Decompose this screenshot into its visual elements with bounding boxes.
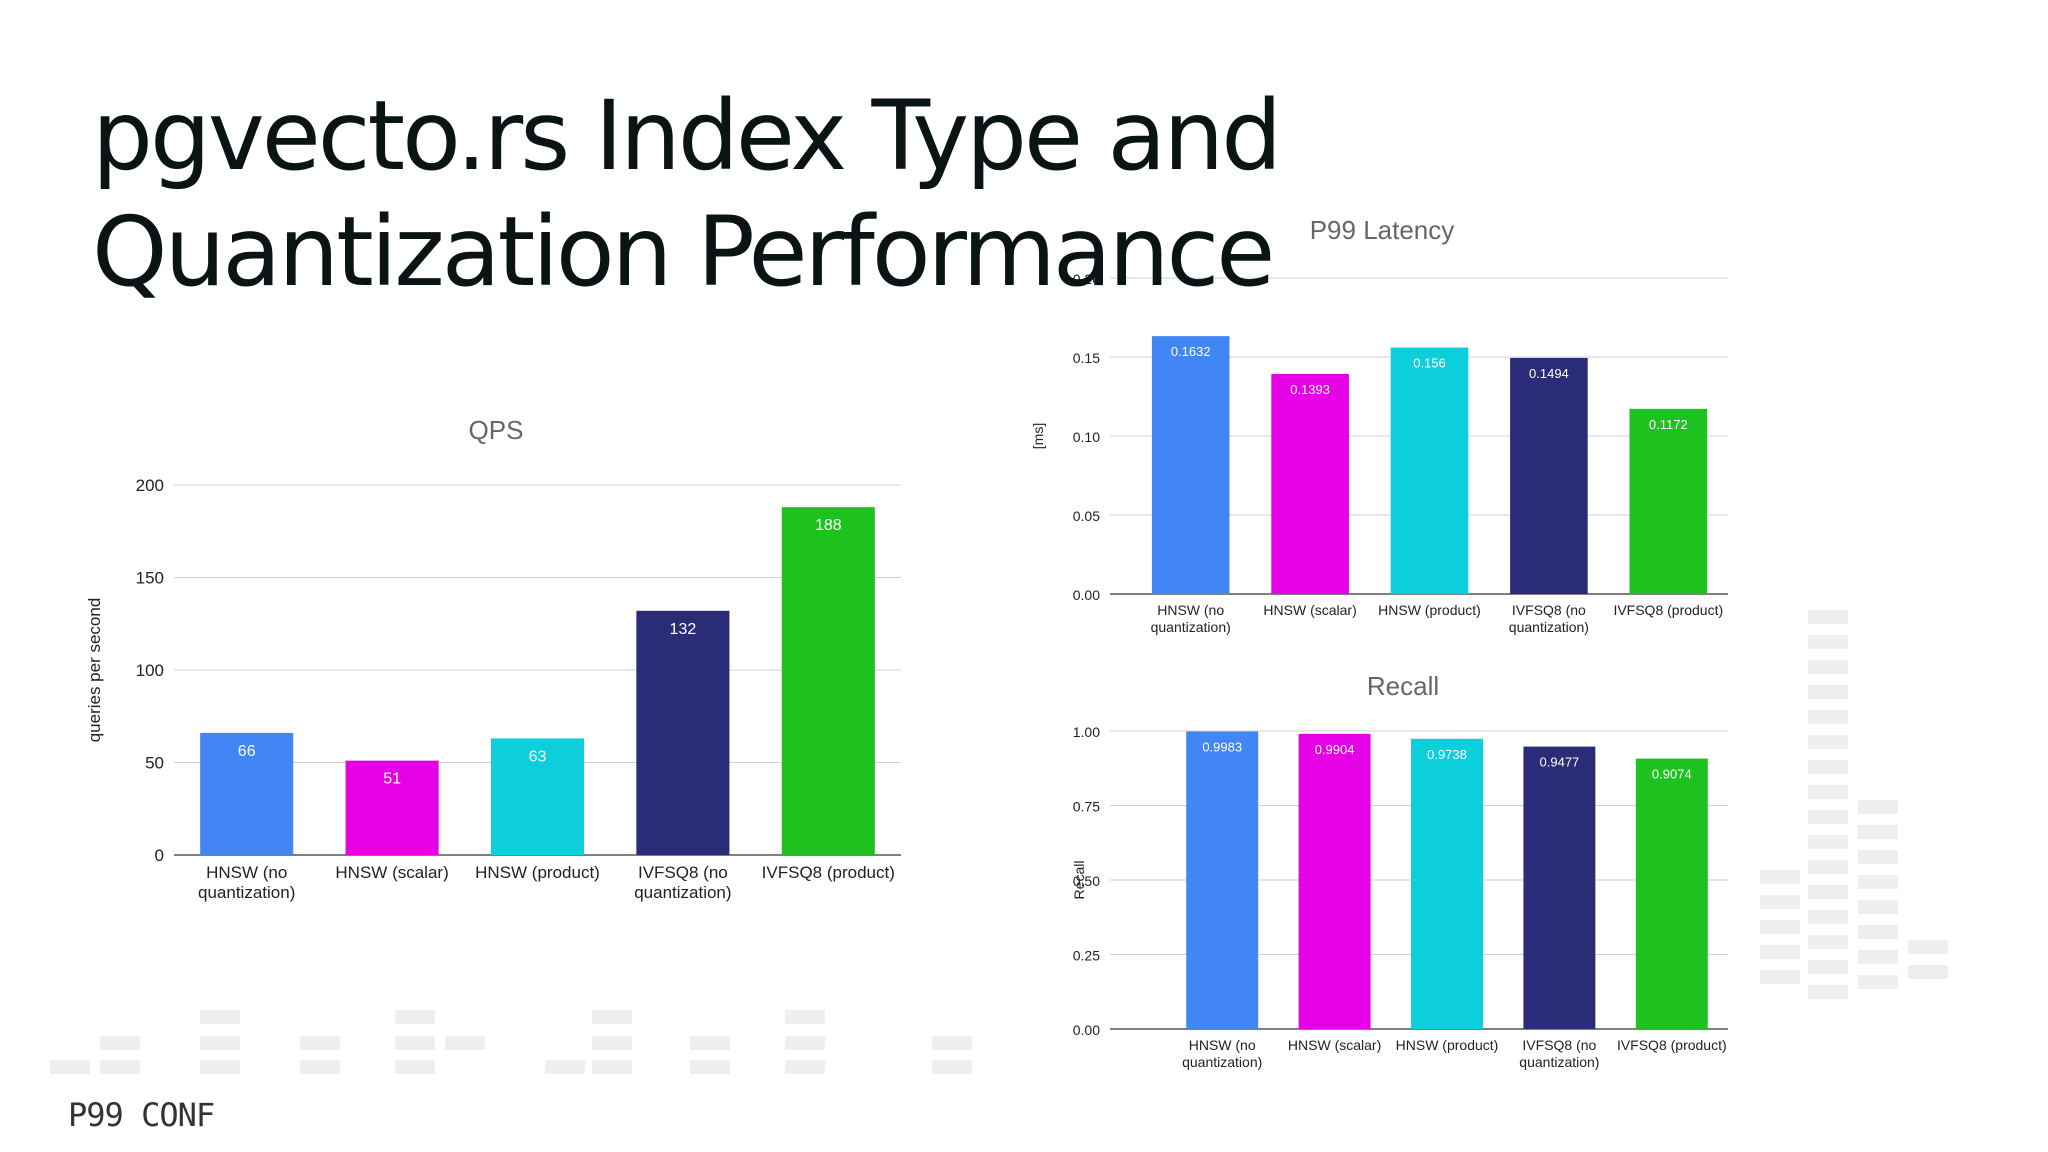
y-tick-label: 50 [145, 754, 164, 773]
data-label: 0.9074 [1652, 767, 1692, 782]
y-tick-label: 100 [136, 661, 164, 680]
data-label: 0.1393 [1290, 382, 1330, 397]
x-tick-label: HNSW (product) [1395, 1037, 1499, 1053]
y-tick-label: 1.00 [1073, 724, 1100, 740]
y-tick-label: 0.10 [1073, 429, 1100, 445]
bar [345, 760, 439, 855]
x-tick-label: IVFSQ8 (no quantization) [1519, 1037, 1600, 1070]
x-tick-label: HNSW (scalar) [1287, 1037, 1382, 1053]
data-label: 0.9738 [1427, 747, 1467, 762]
bar [1390, 347, 1469, 594]
x-tick-label: HNSW (no quantization) [1150, 602, 1231, 635]
bar [1186, 731, 1259, 1029]
y-tick-label: 0.00 [1073, 1022, 1100, 1038]
decoration [50, 610, 1948, 1074]
y-tick-label: 150 [136, 569, 164, 588]
bar [1523, 746, 1596, 1029]
data-label: 66 [238, 743, 256, 760]
slide-title: pgvecto.rs Index Type and Quantization P… [92, 80, 1282, 308]
data-label: 0.156 [1413, 356, 1446, 371]
chart-title: P99 Latency [1310, 215, 1455, 245]
y-tick-label: 0.75 [1073, 799, 1100, 815]
x-tick-label: HNSW (scalar) [1263, 602, 1357, 618]
bar [1271, 373, 1349, 594]
x-tick-label: IVFSQ8 (product) [1616, 1037, 1727, 1053]
bar [490, 738, 585, 855]
y-axis-label: queries per second [85, 598, 104, 743]
data-label: 0.1172 [1649, 417, 1688, 432]
data-label: 188 [815, 517, 842, 534]
chart-title: QPS [469, 415, 524, 445]
y-tick-label: 0.15 [1073, 350, 1100, 366]
data-label: 0.9477 [1540, 755, 1580, 770]
chart-title: Recall [1367, 671, 1439, 701]
y-tick-label: 0.00 [1073, 587, 1100, 603]
bar [636, 610, 730, 855]
x-tick-label: IVFSQ8 (no quantization) [1508, 602, 1589, 635]
data-label: 0.9983 [1202, 740, 1242, 755]
bar [1151, 336, 1230, 594]
x-tick-label: HNSW (product) [1378, 602, 1481, 618]
x-tick-label: HNSW (scalar) [335, 863, 449, 882]
bar [1298, 733, 1371, 1029]
y-tick-label: 0.50 [1073, 873, 1100, 889]
footer-logo: P99 CONF [68, 1096, 215, 1134]
bar [781, 507, 875, 855]
x-tick-label: HNSW (no quantization) [198, 863, 296, 902]
y-tick-label: 0.05 [1073, 508, 1100, 524]
x-tick-label: IVFSQ8 (product) [1613, 602, 1724, 618]
y-tick-label: 200 [136, 476, 164, 495]
y-axis-label: Recall [1071, 861, 1087, 900]
bar [1635, 758, 1708, 1029]
y-tick-label: 0 [155, 846, 164, 865]
data-label: 51 [383, 771, 401, 788]
bar [1510, 357, 1588, 594]
y-axis-label: [ms] [1030, 423, 1046, 449]
data-label: 63 [529, 748, 547, 765]
data-label: 0.1632 [1171, 344, 1211, 359]
x-tick-label: IVFSQ8 (product) [761, 863, 895, 882]
x-tick-label: HNSW (no quantization) [1182, 1037, 1263, 1070]
bar [1411, 738, 1483, 1029]
data-label: 0.9904 [1315, 742, 1355, 757]
x-tick-label: HNSW (product) [475, 863, 600, 882]
y-tick-label: 0.25 [1073, 948, 1100, 964]
bar [1629, 408, 1708, 594]
x-tick-label: IVFSQ8 (no quantization) [634, 863, 732, 902]
bar [200, 732, 294, 855]
y-tick-label: 0.20 [1073, 271, 1100, 287]
data-label: 0.1494 [1529, 366, 1569, 381]
data-label: 132 [670, 621, 697, 638]
